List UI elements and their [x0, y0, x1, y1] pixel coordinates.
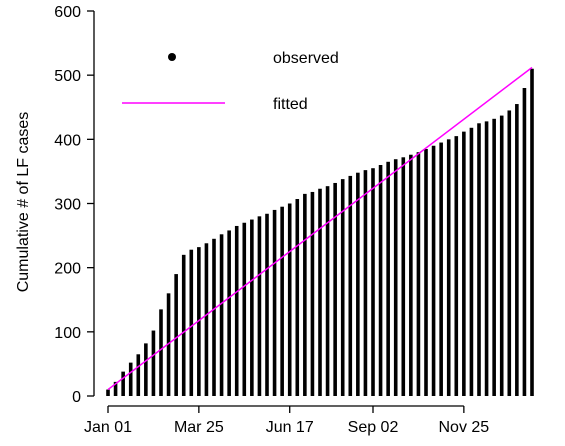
x-tick-label: Nov 25: [439, 419, 490, 436]
x-axis: Jan 01 Mar 25 Jun 17 Sep 02 Nov 25: [84, 405, 490, 436]
legend-observed-marker: [168, 53, 176, 61]
bar-observed: [333, 182, 337, 396]
bar-observed: [515, 104, 519, 397]
bar-observed: [257, 216, 262, 396]
bar-observed: [303, 193, 307, 396]
y-tick-label: 0: [72, 389, 81, 406]
fitted-line-group: [107, 66, 533, 391]
bar-observed: [401, 157, 406, 396]
bar-observed: [272, 209, 277, 396]
bar-observed: [219, 234, 224, 396]
bar-observed: [530, 68, 534, 396]
bar-observed: [371, 168, 375, 396]
bar-observed: [159, 309, 163, 396]
bar-observed: [280, 206, 284, 396]
bar-observed: [181, 254, 186, 396]
legend-fitted-label: fitted: [273, 96, 308, 113]
bar-observed: [340, 179, 345, 396]
x-tick-label: Jun 17: [266, 419, 314, 436]
bar-observed: [393, 159, 398, 396]
bar-observed: [348, 175, 353, 396]
bar-observed: [204, 243, 209, 396]
bar-observed: [462, 131, 466, 396]
y-tick-label: 400: [54, 132, 81, 149]
bar-observed: [507, 110, 512, 396]
bar-observed: [295, 199, 300, 396]
y-tick-label: 300: [54, 197, 81, 214]
legend: observed fitted: [122, 50, 339, 113]
y-tick-label: 100: [54, 325, 81, 342]
x-tick-label: Jan 01: [84, 419, 132, 436]
bar-observed: [325, 186, 330, 396]
bar-observed: [227, 230, 231, 396]
bar-observed: [106, 389, 110, 396]
bar-observed: [166, 293, 171, 396]
bar-observed: [454, 136, 459, 396]
bar-observed: [356, 172, 360, 396]
bar-observed: [484, 121, 489, 396]
bar-observed: [522, 88, 527, 396]
bar-observed: [477, 123, 481, 397]
bar-observed: [151, 330, 156, 396]
legend-observed-label: observed: [273, 50, 339, 67]
bar-observed: [197, 247, 201, 396]
bar-observed: [128, 362, 133, 396]
bar-observed: [499, 115, 504, 396]
bar-observed: [492, 118, 496, 397]
bar-observed: [378, 165, 383, 396]
bar-observed: [469, 127, 474, 397]
bar-observed: [409, 154, 413, 396]
bar-observed: [121, 371, 125, 396]
bar-observed: [386, 161, 390, 396]
fitted-line: [107, 66, 533, 391]
bar-observed: [174, 274, 178, 396]
bar-observed: [446, 139, 451, 397]
bar-observed: [310, 191, 315, 396]
bar-observed: [439, 142, 443, 396]
bar-observed: [212, 238, 216, 396]
bar-observed: [431, 145, 436, 396]
bars-observed: [106, 68, 534, 397]
bar-observed: [144, 343, 148, 396]
bar-observed: [242, 222, 247, 396]
x-tick-label: Mar 25: [174, 419, 224, 436]
bar-observed: [363, 170, 368, 396]
bar-observed: [416, 152, 421, 396]
bar-observed: [424, 148, 428, 396]
y-tick-label: 500: [54, 68, 81, 85]
bar-observed: [265, 213, 269, 396]
x-tick-label: Sep 02: [348, 419, 399, 436]
bar-observed: [113, 381, 118, 396]
y-axis-label: Cumulative # of LF cases: [15, 112, 32, 293]
bar-observed: [287, 203, 292, 396]
y-axis: 0 100 200 300 400 500 600: [54, 4, 95, 406]
bar-observed: [234, 225, 239, 396]
bar-observed: [136, 354, 141, 396]
bar-observed: [189, 249, 194, 396]
bar-observed: [250, 219, 254, 396]
y-tick-label: 600: [54, 4, 81, 21]
bar-observed: [318, 188, 322, 396]
y-tick-label: 200: [54, 261, 81, 278]
